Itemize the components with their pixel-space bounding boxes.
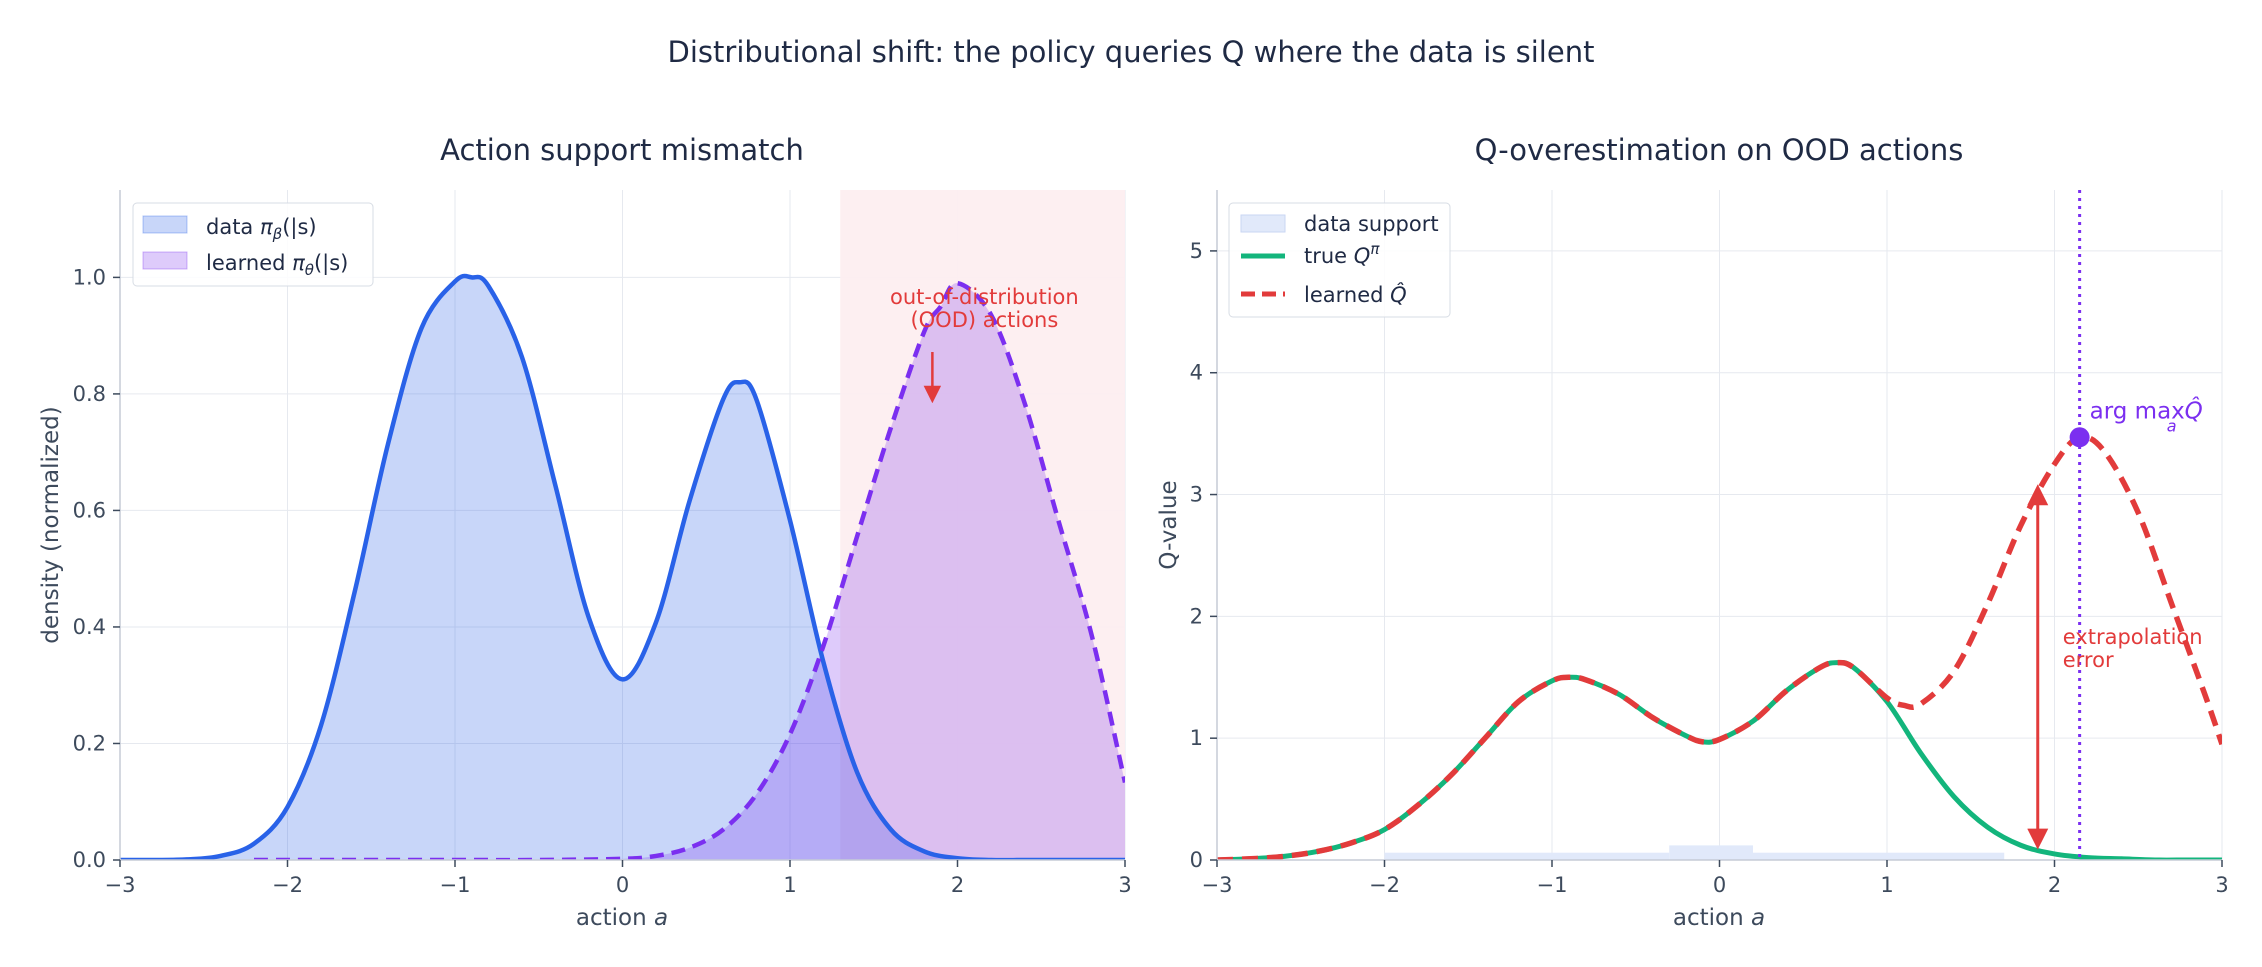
legend-right: data support true Qπ learned Q̂ <box>1228 202 1451 318</box>
right-x-tick-label: 2 <box>2048 873 2061 897</box>
axis-variable: a <box>1751 905 1765 931</box>
ood-annotation-text: out-of-distribution <box>890 285 1079 309</box>
legend-label-true-q: true Qπ <box>1304 240 1380 268</box>
right-x-tick-label: −3 <box>1202 873 1233 897</box>
legend-label-learned: learned πθ(|s) <box>206 251 348 279</box>
data-support-bar <box>1753 852 2005 860</box>
panel-q-overestimation: Q-overestimation on OOD actions −3 −2 −1 0 1… <box>1156 133 2229 931</box>
left-y-tick-label: 0.0 <box>73 848 106 872</box>
ticks-left: −3 −2 −1 0 1 2 3 0.0 0.2 0.4 0.6 0.8 1.0 <box>73 265 1132 897</box>
left-x-tick-label: −1 <box>440 873 471 897</box>
legend-args: (|s) <box>282 215 316 240</box>
right-y-tick-label: 4 <box>1190 361 1203 385</box>
x-axis-label-right-text: action <box>1673 905 1751 931</box>
left-y-tick-label: 1.0 <box>73 265 106 289</box>
left-x-tick-label: 2 <box>951 873 964 897</box>
learned-q-line <box>1217 434 2222 860</box>
legend-label-support: data support <box>1304 212 1439 236</box>
right-y-tick-label: 1 <box>1190 726 1203 750</box>
legend-symbol: Q <box>1354 244 1371 268</box>
right-y-tick-label: 2 <box>1190 604 1203 628</box>
legend-superscript: π <box>1370 240 1380 258</box>
legend-label-learned-q: learned Q̂ <box>1304 282 1407 307</box>
argmax-label: arg max a Q̂ <box>2090 397 2203 435</box>
legend-subscript: β <box>272 225 283 243</box>
ticks-right: −3 −2 −1 0 1 2 3 0 1 2 3 4 5 <box>1190 239 2229 897</box>
legend-symbol: π <box>260 215 273 239</box>
panel-action-support: Action support mismatch −3 −2 −1 0 1 2 3 0.0 0.2… <box>38 133 1132 931</box>
axis-variable: a <box>654 905 668 931</box>
right-x-tick-label: 3 <box>2215 873 2228 897</box>
data-density-line <box>120 273 1125 860</box>
argmax-label-var: Q̂ <box>2185 397 2203 424</box>
argmax-label-op: arg max <box>2090 398 2185 424</box>
learned-density-fill <box>254 283 1125 860</box>
left-y-tick-label: 0.4 <box>73 615 106 639</box>
left-y-tick-label: 0.8 <box>73 382 106 406</box>
ood-annotation: out-of-distribution(OOD) actions <box>890 285 1079 404</box>
right-y-tick-label: 0 <box>1190 848 1203 872</box>
panel-right-title: Q-overestimation on OOD actions <box>1475 133 1964 167</box>
argmax-point <box>2069 427 2090 448</box>
legend-word: learned <box>206 251 292 275</box>
legend-args: (|s) <box>314 251 348 276</box>
legend-swatch-support <box>1240 214 1286 233</box>
right-x-tick-label: 1 <box>1880 873 1893 897</box>
legend-symbol: Q̂ <box>1390 282 1407 307</box>
series-right <box>1217 434 2222 860</box>
legend-symbol: π <box>292 251 305 275</box>
left-x-tick-label: 3 <box>1118 873 1131 897</box>
x-axis-label-right: action a <box>1673 905 1765 931</box>
ood-annotation-text: (OOD) actions <box>910 308 1058 332</box>
panel-left-title: Action support mismatch <box>440 133 804 167</box>
legend-word: data <box>206 215 260 239</box>
x-axis-label-left-text: action <box>576 905 654 931</box>
left-x-tick-label: −2 <box>272 873 303 897</box>
x-axis-label-left: action a <box>576 905 668 931</box>
data-support-bar <box>1669 845 1753 860</box>
left-y-tick-label: 0.6 <box>73 498 106 522</box>
right-x-tick-label: −1 <box>1537 873 1568 897</box>
true-q-line <box>1217 659 2222 860</box>
extrapolation-text: error <box>2063 648 2114 672</box>
y-axis-label-left: density (normalized) <box>38 406 64 643</box>
legend-swatch-data <box>142 215 188 234</box>
right-y-tick-label: 3 <box>1190 483 1203 507</box>
legend-left-box <box>132 202 374 287</box>
data-support-bars <box>1384 845 2005 860</box>
data-support-bar <box>1384 852 1670 860</box>
left-y-tick-label: 0.2 <box>73 731 106 755</box>
legend-swatch-learned <box>142 251 188 270</box>
legend-word: learned <box>1304 283 1390 307</box>
data-density-fill <box>120 275 1125 860</box>
legend-word: true <box>1304 244 1354 268</box>
legend-subscript: θ <box>305 261 314 279</box>
legend-label-data: data πβ(|s) <box>206 215 317 243</box>
left-x-tick-label: −3 <box>105 873 136 897</box>
left-x-tick-label: 0 <box>616 873 629 897</box>
right-x-tick-label: −2 <box>1369 873 1400 897</box>
figure-title: Distributional shift: the policy queries… <box>668 35 1595 69</box>
left-x-tick-label: 1 <box>783 873 796 897</box>
right-y-tick-label: 5 <box>1190 239 1203 263</box>
legend-left: data πβ(|s)learned πθ(|s) <box>132 202 374 287</box>
extrapolation-text: extrapolation <box>2063 625 2203 649</box>
right-x-tick-label: 0 <box>1713 873 1726 897</box>
y-axis-label-right: Q-value <box>1156 480 1182 569</box>
argmax-label-sub: a <box>2167 416 2177 435</box>
